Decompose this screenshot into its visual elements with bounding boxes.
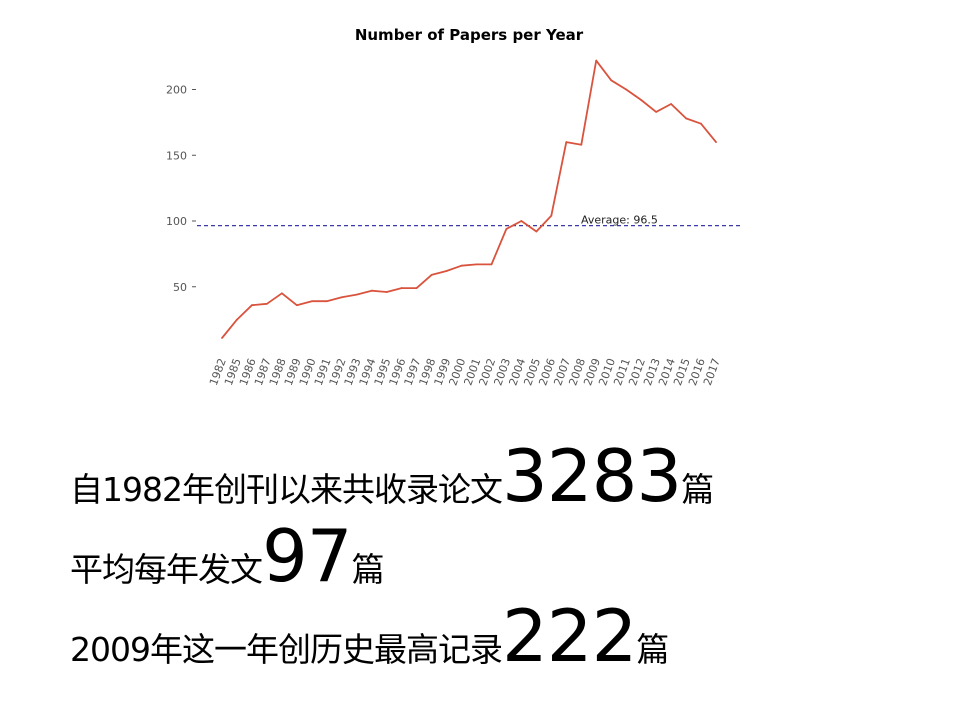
data-point [610, 79, 613, 82]
data-point [295, 304, 298, 307]
data-point [715, 141, 717, 144]
data-point [580, 143, 583, 146]
data-point [221, 337, 223, 339]
data-point [445, 270, 448, 272]
data-point [370, 289, 373, 292]
data-point [655, 110, 658, 113]
stat-average-suffix: 篇 [351, 550, 385, 589]
x-axis: 1982198519861987198819891990199119921993… [207, 357, 723, 388]
stat-record-prefix: 2009年这一年创历史最高记录 [70, 630, 503, 669]
data-point [475, 263, 478, 266]
data-point [251, 304, 253, 307]
data-point [236, 318, 238, 321]
data-point [685, 117, 687, 120]
series-line [221, 59, 717, 339]
y-tick-label: 100 [166, 215, 187, 228]
line-chart: Number of Papers per Year 50 100 150 200 19… [166, 26, 740, 388]
data-point [355, 293, 358, 296]
data-point [625, 88, 628, 91]
data-point [266, 302, 268, 305]
stat-total-papers: 自1982年创刊以来共收录论文 3283 篇 [70, 434, 714, 518]
data-point [505, 227, 508, 230]
stat-average-number: 97 [262, 514, 353, 598]
series-group [221, 59, 717, 339]
data-point [550, 214, 553, 217]
data-point [490, 263, 493, 266]
data-point [565, 141, 568, 144]
stat-total-number: 3283 [501, 434, 682, 518]
y-tick-label: 50 [173, 281, 187, 294]
data-point [460, 264, 463, 267]
stat-record-suffix: 篇 [636, 630, 669, 669]
data-point [340, 296, 343, 299]
chart-title: Number of Papers per Year [355, 26, 584, 44]
data-point [325, 300, 328, 303]
data-point [595, 59, 598, 62]
stat-total-suffix: 篇 [681, 470, 714, 509]
average-group: Average: 96.5 [197, 214, 740, 227]
data-point [385, 291, 388, 293]
stat-total-prefix: 自1982年创刊以来共收录论文 [70, 470, 503, 509]
data-point [280, 292, 283, 295]
data-point [415, 287, 418, 289]
data-point [535, 230, 538, 233]
data-point [430, 274, 433, 276]
stat-record-year: 2009年这一年创历史最高记录 222 篇 [70, 600, 713, 672]
data-point [670, 103, 672, 105]
data-point [640, 99, 643, 101]
data-point [700, 122, 702, 125]
stat-average-prefix: 平均每年发文 [70, 550, 263, 589]
y-tick-label: 200 [166, 84, 187, 97]
data-point [310, 300, 313, 303]
stat-record-number: 222 [501, 594, 637, 678]
stats-block: 自1982年创刊以来共收录论文 3283 篇 平均每年发文 97 篇 2009年… [70, 434, 714, 672]
y-tick-label: 150 [166, 149, 187, 162]
average-label: Average: 96.5 [581, 214, 658, 227]
data-point [400, 287, 403, 289]
data-point [520, 220, 523, 222]
y-axis: 50 100 150 200 [166, 84, 196, 294]
stat-average-papers: 平均每年发文 97 篇 [70, 520, 713, 592]
